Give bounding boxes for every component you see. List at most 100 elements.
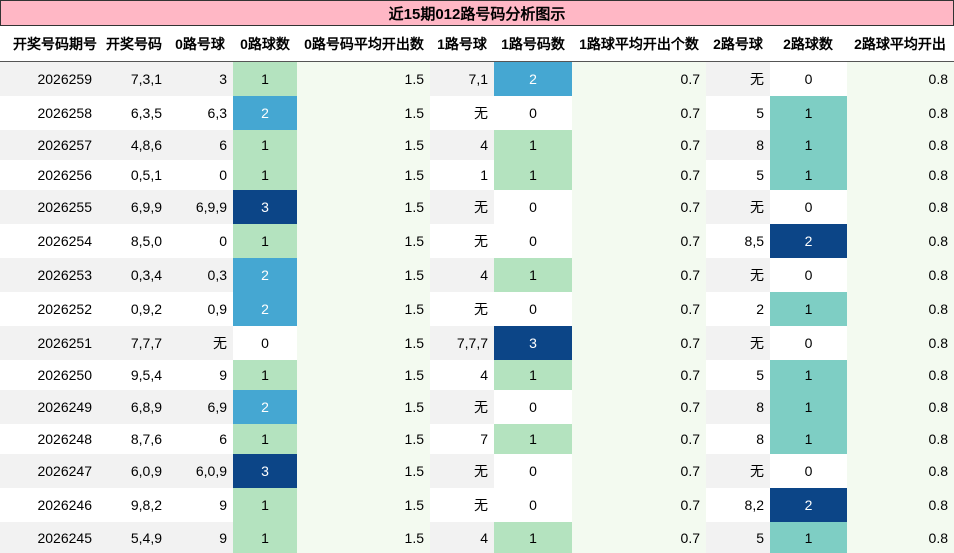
cell-r1-count: 0 [529,301,537,317]
cell-r1-count: 0 [529,463,537,479]
cell-r1-count: 0 [529,233,537,249]
cell-r1-avg: 0.7 [572,62,706,96]
cell-r0-balls: 9 [168,522,233,553]
cell-r2-count: 2 [770,488,847,522]
cell-r0-count: 1 [233,62,297,96]
cell-r1-balls: 7 [480,431,488,447]
cell-r1-count: 1 [494,160,572,190]
cell-period: 2026245 [0,522,98,553]
cell-r0-count: 2 [233,258,297,292]
cell-r2-avg: 0.8 [847,360,954,390]
cell-r1-balls: 无 [430,190,494,224]
table-row: 2026257 4,8,6 6 1 1.5 4 1 0.7 8 1 0.8 [0,130,954,160]
header-one-route-count: 1路号码数 [501,36,565,52]
cell-r0-count: 2 [233,390,297,424]
cell-r0-count: 1 [233,130,297,160]
cell-numbers: 7,3,1 [98,62,168,96]
cell-r0-avg: 1.5 [297,454,430,488]
cell-r0-avg: 1.5 [297,190,430,224]
cell-r1-avg: 0.7 [572,390,706,424]
cell-r1-count: 1 [494,522,572,553]
header-zero-route-count: 0路球数 [240,36,290,52]
cell-r1-count: 1 [494,130,572,160]
cell-period: 2026251 [0,326,98,360]
header-two-route-count: 2路球数 [783,36,833,52]
table-row: 2026248 8,7,6 6 1 1.5 7 1 0.7 8 1 0.8 [0,424,954,454]
cell-r0-count: 3 [233,190,297,224]
cell-r0-avg: 1.5 [297,160,430,190]
cell-r1-balls: 无 [474,301,488,317]
table-row: 2026246 9,8,2 9 1 1.5 无 0 0.7 8,2 2 0.8 [0,488,954,522]
cell-r2-balls: 无 [706,326,770,360]
cell-r0-avg: 1.5 [297,488,430,522]
cell-r2-avg: 0.8 [847,160,954,190]
cell-r1-count: 1 [494,424,572,454]
cell-r2-balls: 5 [706,522,770,553]
cell-r1-avg: 0.7 [572,522,706,553]
cell-r0-avg: 1.5 [297,258,430,292]
cell-period: 2026259 [0,62,98,96]
cell-r1-balls: 4 [430,258,494,292]
cell-r2-balls: 无 [706,190,770,224]
cell-r1-balls: 无 [474,105,488,121]
table-row: 2026259 7,3,1 3 1 1.5 7,1 2 0.7 无 0 0.8 [0,62,954,96]
cell-numbers: 0,9,2 [130,301,162,317]
cell-r2-count: 0 [804,71,813,87]
cell-period: 2026252 [37,301,92,317]
cell-r0-balls: 6 [168,130,233,160]
cell-r0-balls: 6,9 [168,390,233,424]
cell-r2-count: 0 [804,463,813,479]
cell-r2-balls: 8 [706,130,770,160]
cell-r1-avg: 0.7 [572,488,706,522]
cell-r0-avg: 1.5 [297,96,430,130]
cell-r1-balls: 7,1 [430,62,494,96]
cell-r0-avg: 1.5 [297,292,430,326]
header-zero-route-balls: 0路号球 [175,36,225,52]
table-row: 2026254 8,5,0 0 1 1.5 无 0 0.7 8,5 2 0.8 [0,224,954,258]
cell-r0-balls: 3 [168,62,233,96]
cell-r1-balls: 无 [430,454,494,488]
cell-r1-balls: 4 [430,130,494,160]
cell-r1-avg: 0.7 [572,424,706,454]
cell-r2-count: 0 [804,199,813,215]
table-row: 2026249 6,8,9 6,9 2 1.5 无 0 0.7 8 1 0.8 [0,390,954,424]
cell-r1-balls: 无 [430,390,494,424]
cell-numbers: 6,8,9 [98,390,168,424]
cell-r1-count: 2 [494,62,572,96]
cell-r1-avg: 0.7 [572,160,706,190]
header-one-route-average: 1路球平均开出个数 [579,36,699,52]
table-row: 2026255 6,9,9 6,9,9 3 1.5 无 0 0.7 无 0 0.8 [0,190,954,224]
cell-r2-avg: 0.8 [847,424,954,454]
header-numbers: 开奖号码 [106,36,162,52]
cell-r0-avg: 1.5 [297,326,430,360]
cell-r2-count: 2 [770,224,847,258]
cell-r2-avg: 0.8 [847,96,954,130]
cell-numbers: 6,3,5 [130,105,162,121]
cell-period: 2026256 [37,167,92,183]
cell-numbers: 5,4,9 [98,522,168,553]
cell-period: 2026250 [37,367,92,383]
cell-r0-avg: 1.5 [297,390,430,424]
cell-r2-avg: 0.8 [847,454,954,488]
cell-r2-count: 1 [770,160,847,190]
cell-r1-avg: 0.7 [572,360,706,390]
cell-r0-balls: 0,9 [207,301,227,317]
cell-r0-balls: 9 [219,497,227,513]
cell-r0-balls: 0,3 [168,258,233,292]
cell-r0-count: 1 [233,160,297,190]
cell-r2-count: 1 [770,522,847,553]
cell-r2-avg: 0.8 [847,292,954,326]
cell-r1-avg: 0.7 [572,190,706,224]
header-two-route-balls: 2路号球 [713,36,763,52]
cell-numbers: 8,5,0 [130,233,162,249]
cell-r0-count: 1 [233,522,297,553]
header-zero-route-average: 0路号码平均开出数 [304,36,424,52]
cell-r0-count: 3 [233,454,297,488]
cell-numbers: 6,9,9 [98,190,168,224]
header-row: 开奖号码期号 开奖号码 0路号球 0路球数 0路号码平均开出数 1路号球 1路号码数 1路球平… [0,26,954,62]
cell-r0-balls: 0 [219,233,227,249]
cell-numbers: 6,0,9 [98,454,168,488]
cell-r0-balls: 6,9,9 [168,190,233,224]
cell-r0-count: 2 [233,96,297,130]
cell-r2-balls: 无 [706,454,770,488]
